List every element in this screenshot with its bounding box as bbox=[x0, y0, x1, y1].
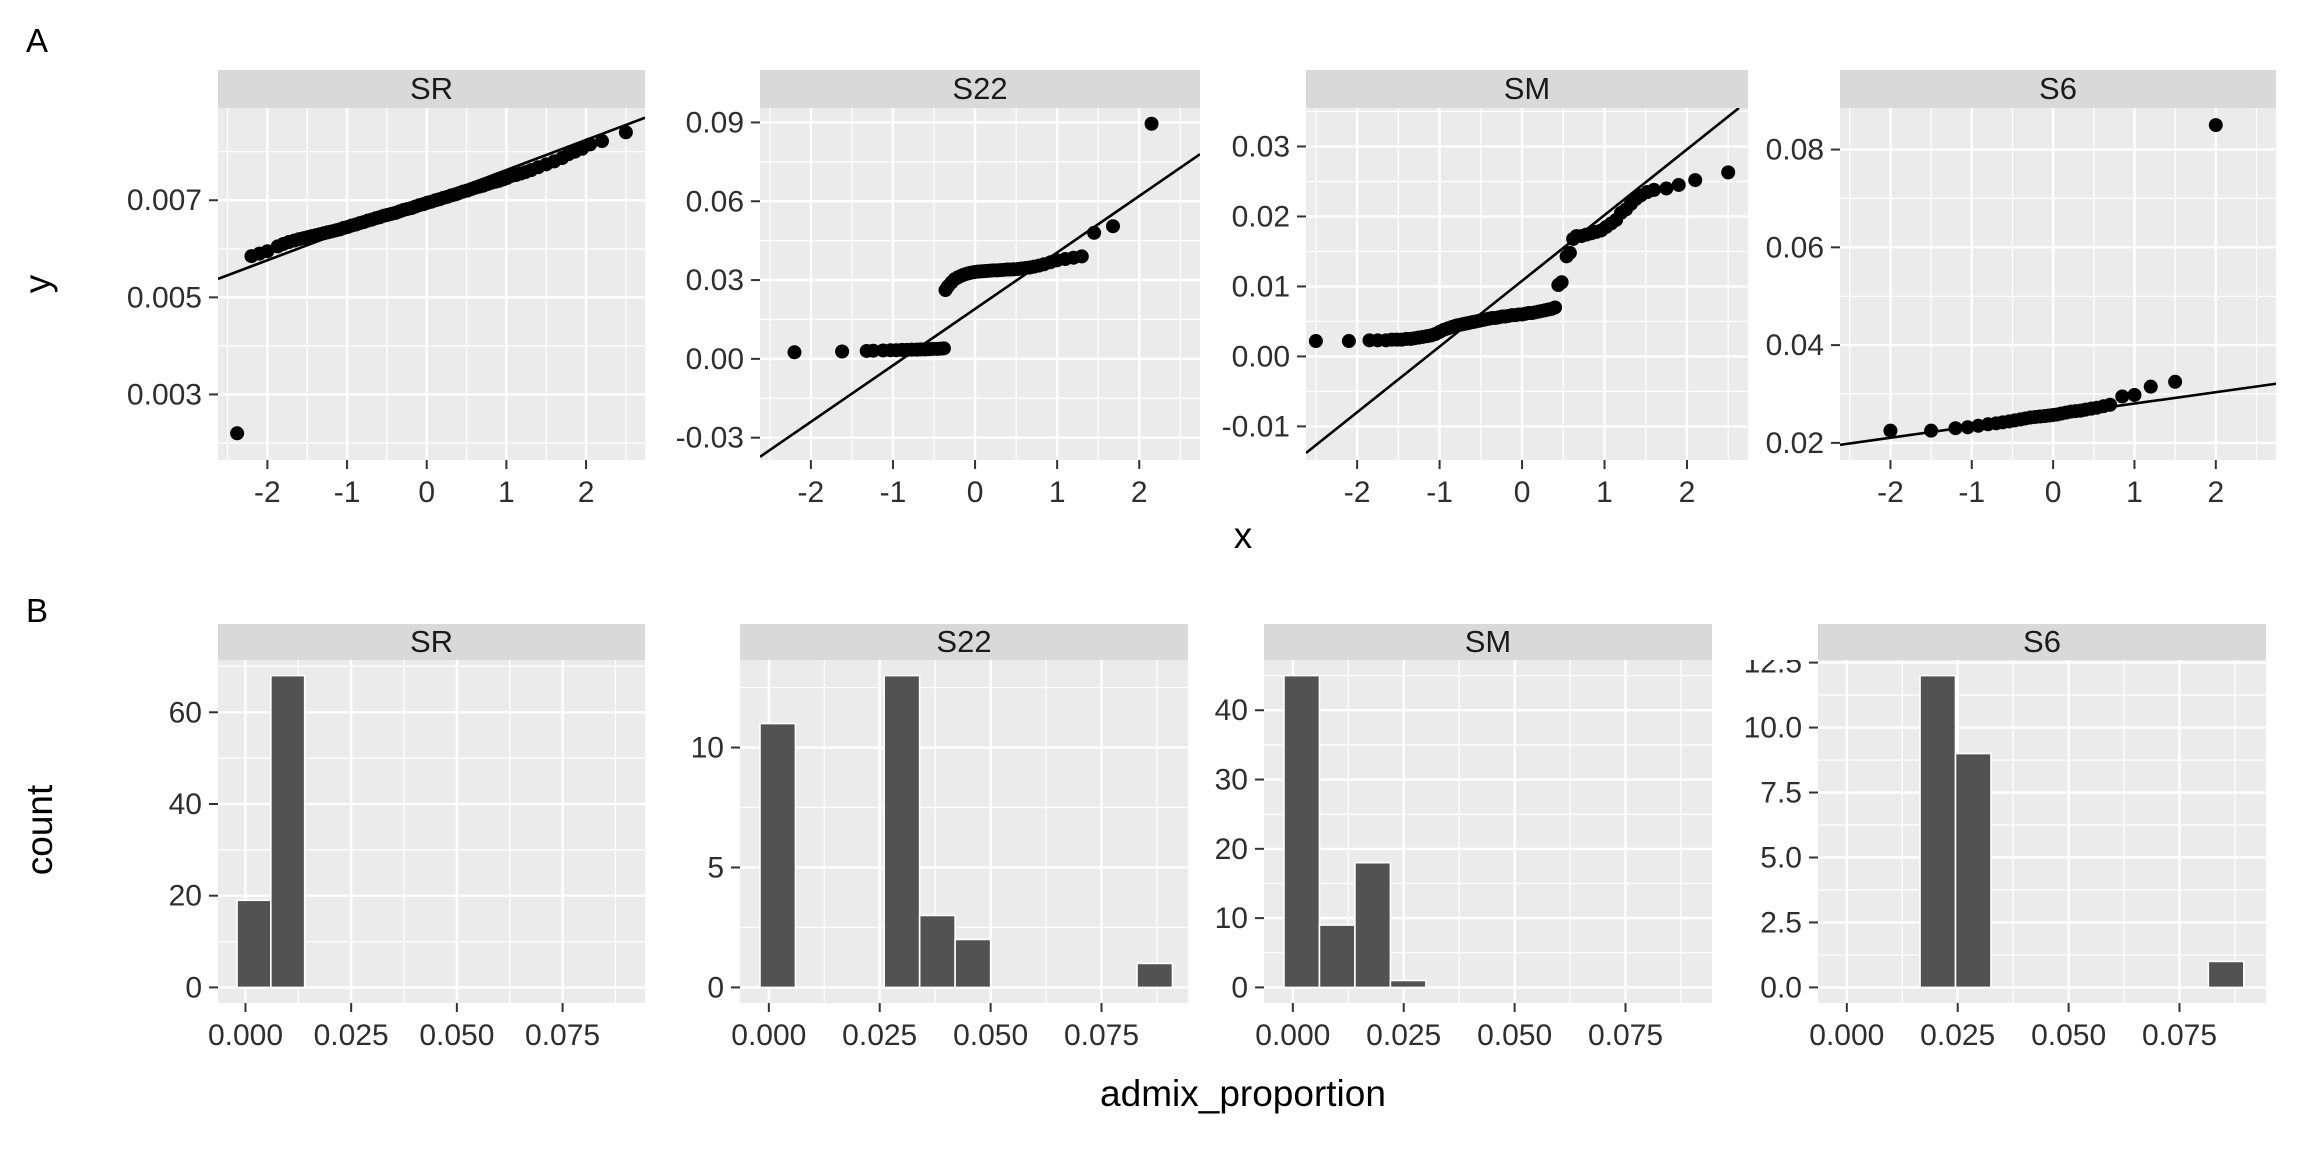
facet-panel-a-sr: -2 -1 0 1 2 0.003 0.005 0.007 bbox=[127, 108, 645, 509]
svg-text:0.08: 0.08 bbox=[1766, 134, 1824, 167]
facet-panel-b-sm: 0.000 0.025 0.050 0.075 0 10 20 30 40 bbox=[1215, 660, 1712, 1052]
svg-text:0: 0 bbox=[418, 476, 435, 509]
svg-text:0.000: 0.000 bbox=[731, 1019, 806, 1052]
svg-text:0.007: 0.007 bbox=[127, 184, 202, 217]
svg-text:0.02: 0.02 bbox=[1232, 200, 1290, 233]
svg-text:-2: -2 bbox=[254, 476, 281, 509]
svg-text:10: 10 bbox=[1215, 902, 1248, 935]
svg-text:0.000: 0.000 bbox=[208, 1019, 283, 1052]
svg-text:1: 1 bbox=[498, 476, 515, 509]
facet-strip-a-sr: SR bbox=[218, 70, 645, 108]
svg-text:0.06: 0.06 bbox=[686, 185, 744, 218]
svg-text:0.000: 0.000 bbox=[1255, 1019, 1330, 1052]
svg-text:1: 1 bbox=[1596, 476, 1613, 509]
svg-text:0: 0 bbox=[185, 971, 202, 1004]
facet-strip-a-s6: S6 bbox=[1840, 70, 2276, 108]
svg-text:2.5: 2.5 bbox=[1760, 906, 1802, 939]
svg-text:2: 2 bbox=[578, 476, 595, 509]
svg-text:0.075: 0.075 bbox=[2142, 1019, 2217, 1052]
svg-text:0.000: 0.000 bbox=[1809, 1019, 1884, 1052]
panel-tag-a: A bbox=[26, 22, 49, 59]
panel-tag-b: B bbox=[26, 592, 49, 629]
svg-text:-2: -2 bbox=[1344, 476, 1371, 509]
facet-strip-a-sm: SM bbox=[1306, 70, 1748, 108]
svg-text:5.0: 5.0 bbox=[1760, 841, 1802, 874]
svg-text:10.0: 10.0 bbox=[1744, 712, 1802, 745]
svg-text:0: 0 bbox=[967, 476, 984, 509]
svg-text:2: 2 bbox=[2207, 476, 2224, 509]
svg-text:0.025: 0.025 bbox=[842, 1019, 917, 1052]
svg-text:0.04: 0.04 bbox=[1766, 329, 1824, 362]
svg-text:20: 20 bbox=[169, 880, 202, 913]
facet-strip-b-sm: SM bbox=[1264, 624, 1712, 660]
svg-text:-1: -1 bbox=[1958, 476, 1985, 509]
y-axis-title-row-a: y bbox=[17, 274, 58, 294]
svg-text:0.050: 0.050 bbox=[419, 1019, 494, 1052]
svg-text:-2: -2 bbox=[1877, 476, 1904, 509]
facet-panel-a-s6: -2 -1 0 1 2 0.02 0.04 0.06 0.08 bbox=[1766, 108, 2276, 509]
svg-text:40: 40 bbox=[1215, 694, 1248, 727]
facet-panel-a-sm: -2 -1 0 1 2 -0.01 0.00 0.01 0.02 0.03 bbox=[1222, 108, 1748, 509]
svg-text:2: 2 bbox=[1679, 476, 1696, 509]
svg-text:10: 10 bbox=[691, 732, 724, 765]
svg-text:-1: -1 bbox=[334, 476, 361, 509]
svg-text:0: 0 bbox=[707, 971, 724, 1004]
facet-panel-b-sr: 0.000 0.025 0.050 0.075 0 20 40 60 bbox=[169, 660, 645, 1052]
facet-strip-a-s22: S22 bbox=[760, 70, 1200, 108]
svg-text:0.050: 0.050 bbox=[953, 1019, 1028, 1052]
facet-panel-b-s6: 0.000 0.025 0.050 0.075 0.0 2.5 5.0 7.5 10.0 12.5 bbox=[1744, 660, 2266, 1052]
svg-text:-0.01: -0.01 bbox=[1222, 410, 1290, 443]
svg-text:0.075: 0.075 bbox=[525, 1019, 600, 1052]
svg-text:-0.03: -0.03 bbox=[676, 422, 744, 455]
svg-text:0.025: 0.025 bbox=[314, 1019, 389, 1052]
svg-text:0.050: 0.050 bbox=[2031, 1019, 2106, 1052]
svg-text:0.075: 0.075 bbox=[1588, 1019, 1663, 1052]
svg-text:5: 5 bbox=[707, 851, 724, 884]
svg-text:0.03: 0.03 bbox=[1232, 130, 1290, 163]
svg-text:-1: -1 bbox=[1426, 476, 1453, 509]
svg-text:-1: -1 bbox=[880, 476, 907, 509]
svg-text:0.005: 0.005 bbox=[127, 281, 202, 314]
svg-text:20: 20 bbox=[1215, 833, 1248, 866]
x-axis-title-row-a: x bbox=[1233, 515, 1253, 556]
svg-text:-2: -2 bbox=[798, 476, 825, 509]
svg-text:0: 0 bbox=[1514, 476, 1531, 509]
svg-text:0.050: 0.050 bbox=[1477, 1019, 1552, 1052]
svg-text:0.0: 0.0 bbox=[1760, 971, 1802, 1004]
svg-text:1: 1 bbox=[1049, 476, 1066, 509]
svg-text:0.025: 0.025 bbox=[1366, 1019, 1441, 1052]
svg-text:60: 60 bbox=[169, 696, 202, 729]
svg-text:0.025: 0.025 bbox=[1920, 1019, 1995, 1052]
svg-text:40: 40 bbox=[169, 788, 202, 821]
svg-text:0.06: 0.06 bbox=[1766, 231, 1824, 264]
svg-text:0.075: 0.075 bbox=[1064, 1019, 1139, 1052]
svg-text:2: 2 bbox=[1131, 476, 1148, 509]
facet-strip-b-s6: S6 bbox=[1818, 624, 2266, 660]
x-axis-title-row-b: admix_proportion bbox=[1100, 1073, 1386, 1114]
facet-strip-b-s22: S22 bbox=[740, 624, 1188, 660]
svg-text:12.5: 12.5 bbox=[1744, 660, 1802, 680]
svg-text:1: 1 bbox=[2126, 476, 2143, 509]
facet-panel-b-s22: 0.000 0.025 0.050 0.075 0 5 10 bbox=[691, 660, 1188, 1052]
svg-text:0.03: 0.03 bbox=[686, 264, 744, 297]
svg-text:0.00: 0.00 bbox=[1232, 340, 1290, 373]
svg-text:0.09: 0.09 bbox=[686, 108, 744, 139]
svg-text:0: 0 bbox=[1231, 971, 1248, 1004]
svg-text:30: 30 bbox=[1215, 764, 1248, 797]
svg-text:0.01: 0.01 bbox=[1232, 270, 1290, 303]
facet-panel-a-s22: -2 -1 0 1 2 -0.03 0.00 0.03 0.06 0.09 bbox=[676, 108, 1200, 509]
svg-text:0: 0 bbox=[2045, 476, 2062, 509]
svg-text:7.5: 7.5 bbox=[1760, 777, 1802, 810]
svg-text:0.00: 0.00 bbox=[686, 343, 744, 376]
facet-strip-b-sr: SR bbox=[218, 624, 645, 660]
svg-text:0.003: 0.003 bbox=[127, 378, 202, 411]
svg-text:0.02: 0.02 bbox=[1766, 427, 1824, 460]
y-axis-title-row-b: count bbox=[19, 784, 60, 876]
